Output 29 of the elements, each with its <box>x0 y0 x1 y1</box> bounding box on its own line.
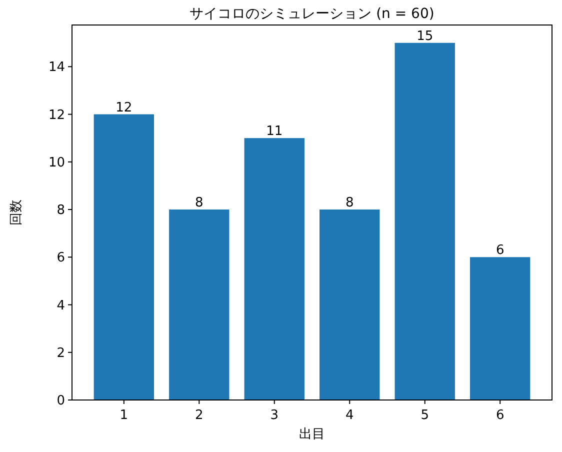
y-tick-label: 6 <box>56 250 65 266</box>
bar <box>394 42 455 400</box>
x-tick-label: 4 <box>345 408 354 423</box>
bar <box>169 210 230 400</box>
y-tick-label: 12 <box>48 108 65 123</box>
x-tick-label: 2 <box>195 408 204 423</box>
y-tick-label: 10 <box>48 155 65 170</box>
bar <box>470 257 530 400</box>
y-tick-label: 0 <box>56 394 65 408</box>
bar <box>320 210 380 400</box>
data-label: 12 <box>116 100 132 116</box>
data-label: 6 <box>496 243 504 258</box>
bar <box>94 114 154 400</box>
data-label: 11 <box>266 124 283 140</box>
x-tick-label: 5 <box>420 408 429 423</box>
data-label: 8 <box>195 196 204 211</box>
y-tick-label: 4 <box>56 298 65 314</box>
bar <box>244 138 304 400</box>
y-tick-label: 2 <box>56 346 65 361</box>
chart-title: サイコロのシミュレーション (n = 60) <box>190 6 434 22</box>
y-tick-label: 8 <box>56 203 65 218</box>
x-tick-label: 3 <box>270 408 279 423</box>
x-tick-label: 6 <box>496 408 504 423</box>
data-label: 8 <box>345 196 354 211</box>
x-tick-label: 1 <box>120 408 128 423</box>
y-axis-title: 回数 <box>9 200 24 226</box>
x-axis-title: 出目 <box>299 427 325 442</box>
data-label: 15 <box>416 28 434 44</box>
y-tick-label: 14 <box>48 60 65 76</box>
